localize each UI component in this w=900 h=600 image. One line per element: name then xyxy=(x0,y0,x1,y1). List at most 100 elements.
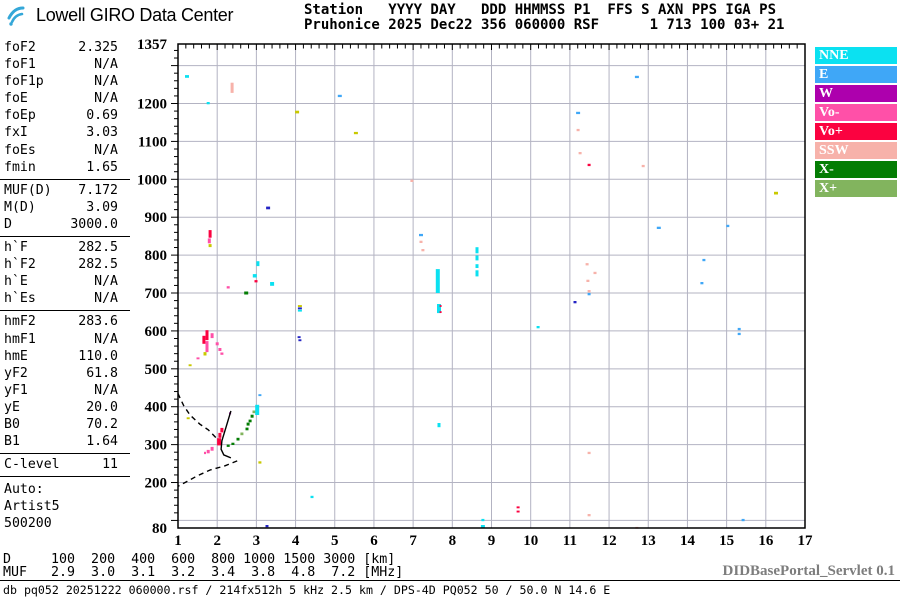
echo-point xyxy=(205,341,209,353)
parameter-label: foF1p xyxy=(4,74,44,90)
y-axis-label: 200 xyxy=(145,476,168,492)
echo-point xyxy=(252,410,256,414)
echo-point xyxy=(295,110,300,114)
y-axis-label: 700 xyxy=(145,286,168,302)
echo-point xyxy=(297,336,301,339)
parameter-label: h`F2 xyxy=(4,257,36,273)
parameter-row: C-level 11 xyxy=(0,456,130,473)
echo-point xyxy=(297,307,302,310)
parameter-value: 11 xyxy=(102,457,118,473)
echo-point xyxy=(248,419,252,423)
echo-point xyxy=(258,394,262,397)
legend-item-x+: X+ xyxy=(815,180,897,197)
echo-point xyxy=(700,282,704,285)
parameter-value: 3000.0 xyxy=(70,216,118,232)
echo-point xyxy=(226,444,230,447)
parameter-row: MUF(D) 7.172 xyxy=(0,182,130,199)
autoscaling-line: 500200 xyxy=(4,516,52,532)
echo-point xyxy=(186,417,190,420)
parameter-value: N/A xyxy=(94,74,118,90)
echo-point xyxy=(587,293,591,296)
parameter-value: N/A xyxy=(94,142,118,158)
parameter-row: h`Es N/A xyxy=(0,290,130,307)
echo-point xyxy=(230,82,234,93)
echo-point xyxy=(244,291,249,295)
x-axis-label: 7 xyxy=(409,533,417,549)
legend-item-ssw: SSW xyxy=(815,142,897,159)
echo-legend: NNE E W Vo- Vo+ SSW X- X+ xyxy=(815,47,897,199)
parameter-label: MUF(D) xyxy=(4,182,52,198)
echo-point xyxy=(480,525,485,528)
echo-point xyxy=(419,240,423,243)
echo-point xyxy=(297,305,302,307)
parameter-block: foF2 2.325 foF1 N/A foF1p N/A foE N/A foEp 0.69 fx… xyxy=(0,37,130,180)
echo-point xyxy=(587,451,591,455)
y-axis-label: 1100 xyxy=(138,134,167,150)
echo-point xyxy=(587,290,591,293)
echo-point xyxy=(231,442,235,445)
x-axis-label: 5 xyxy=(331,533,339,549)
echo-point xyxy=(266,206,271,210)
parameter-value: 20.0 xyxy=(86,399,118,415)
echo-point xyxy=(185,75,189,78)
echo-point xyxy=(475,270,479,277)
echo-point xyxy=(475,247,479,254)
legend-item-e: E xyxy=(815,66,897,83)
echo-point xyxy=(641,164,645,168)
parameter-label: foF2 xyxy=(4,40,36,55)
echo-point xyxy=(536,326,540,329)
parameter-row: B0 70.2 xyxy=(0,416,130,433)
echo-point xyxy=(226,286,230,289)
x-axis-label: 11 xyxy=(563,533,577,549)
parameter-label: foE xyxy=(4,91,28,107)
echo-point xyxy=(220,352,224,355)
autoscaling-line: Artist5 xyxy=(4,499,60,515)
echo-point xyxy=(439,305,442,307)
echo-point xyxy=(265,525,269,528)
giro-logo: Lowell GIRO Data Center xyxy=(6,5,233,26)
echo-point xyxy=(270,282,275,286)
x-axis-label: 4 xyxy=(292,533,300,549)
parameter-row: foEs N/A xyxy=(0,142,130,159)
parameter-row: yF1 N/A xyxy=(0,382,130,399)
parameter-value: 1.65 xyxy=(86,159,118,175)
echo-point xyxy=(206,102,210,105)
parameter-label: foF1 xyxy=(4,57,36,73)
x-axis-label: 8 xyxy=(449,533,457,549)
parameter-row: h`F 282.5 xyxy=(0,239,130,256)
x-axis-label: 12 xyxy=(602,533,617,549)
muf-row: MUF 2.9 3.0 3.1 3.2 3.4 3.8 4.8 7.2 [MHz… xyxy=(3,564,404,580)
x-axis-label: 9 xyxy=(488,533,496,549)
echo-point xyxy=(419,233,423,237)
parameter-value: 2.325 xyxy=(78,40,118,55)
echo-point xyxy=(587,163,591,167)
servlet-version: DIDBasePortal_Servlet 0.1 xyxy=(722,563,895,579)
y-axis-label: 80 xyxy=(152,521,167,537)
parameter-row: fmin 1.65 xyxy=(0,159,130,176)
parameter-label: yF2 xyxy=(4,365,28,381)
x-axis-label: 17 xyxy=(798,533,814,549)
echo-point xyxy=(254,280,258,283)
parameter-value: 70.2 xyxy=(86,416,118,432)
echo-point xyxy=(421,249,425,252)
echo-point xyxy=(210,333,214,339)
profile-curve-dashed xyxy=(177,393,218,440)
station-header-columns: Station YYYY DAY DDD HHMMSS P1 FFS S AXN… xyxy=(304,2,777,18)
parameter-row: D 3000.0 xyxy=(0,216,130,233)
echo-point xyxy=(573,301,577,304)
echo-point xyxy=(236,437,240,441)
echo-point xyxy=(245,427,249,431)
echo-point xyxy=(435,269,440,293)
parameter-row: foEp 0.69 xyxy=(0,107,130,124)
echo-point xyxy=(576,128,580,132)
parameter-block: h`F 282.5 h`F2 282.5 h`E N/A h`Es N/A xyxy=(0,237,130,312)
echo-point xyxy=(240,432,244,436)
parameter-value: N/A xyxy=(94,382,118,398)
parameter-value: N/A xyxy=(94,91,118,107)
echo-point xyxy=(516,510,520,513)
parameter-label: M(D) xyxy=(4,199,36,215)
echo-point xyxy=(585,263,589,266)
echo-point xyxy=(774,191,778,195)
x-axis-label: 13 xyxy=(641,533,656,549)
echo-point xyxy=(196,357,200,360)
